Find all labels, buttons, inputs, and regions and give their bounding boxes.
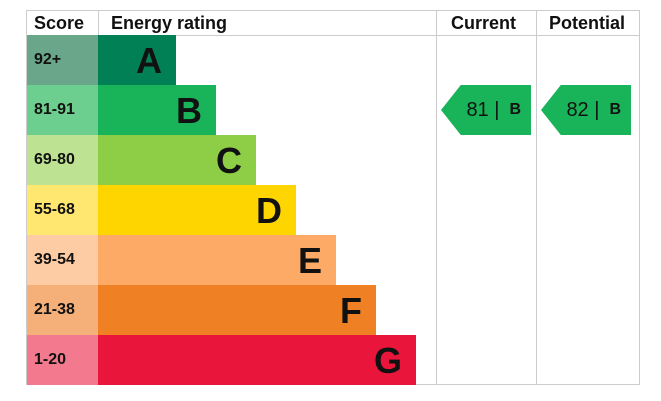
score-cell-c: 69-80	[27, 135, 98, 185]
score-cell-d: 55-68	[27, 185, 98, 235]
score-cell-e: 39-54	[27, 235, 98, 285]
rating-bar-d: D	[98, 185, 296, 235]
potential-value: 82 |	[566, 98, 600, 121]
rating-bar-g: G	[98, 335, 416, 385]
divider	[26, 35, 640, 36]
header-potential: Potential	[549, 13, 626, 33]
header-current: Current	[451, 13, 517, 33]
score-cell-a: 92+	[27, 35, 98, 85]
header-score: Score	[34, 13, 85, 33]
potential-rating-arrow: 82 | B	[541, 85, 631, 135]
current-rating-arrow: 81 | B	[441, 85, 531, 135]
current-value: 81 |	[466, 98, 500, 121]
rating-bar-e: E	[98, 235, 336, 285]
header-energy-rating: Energy rating	[111, 13, 228, 33]
potential-letter: B	[609, 101, 621, 118]
score-cell-f: 21-38	[27, 285, 98, 335]
score-cell-g: 1-20	[27, 335, 98, 385]
divider	[536, 10, 537, 385]
rating-bar-c: C	[98, 135, 256, 185]
score-cell-b: 81-91	[27, 85, 98, 135]
rating-bar-b: B	[98, 85, 216, 135]
rating-bar-f: F	[98, 285, 376, 335]
divider	[436, 10, 437, 385]
current-letter: B	[509, 101, 521, 118]
rating-bar-a: A	[98, 35, 176, 85]
